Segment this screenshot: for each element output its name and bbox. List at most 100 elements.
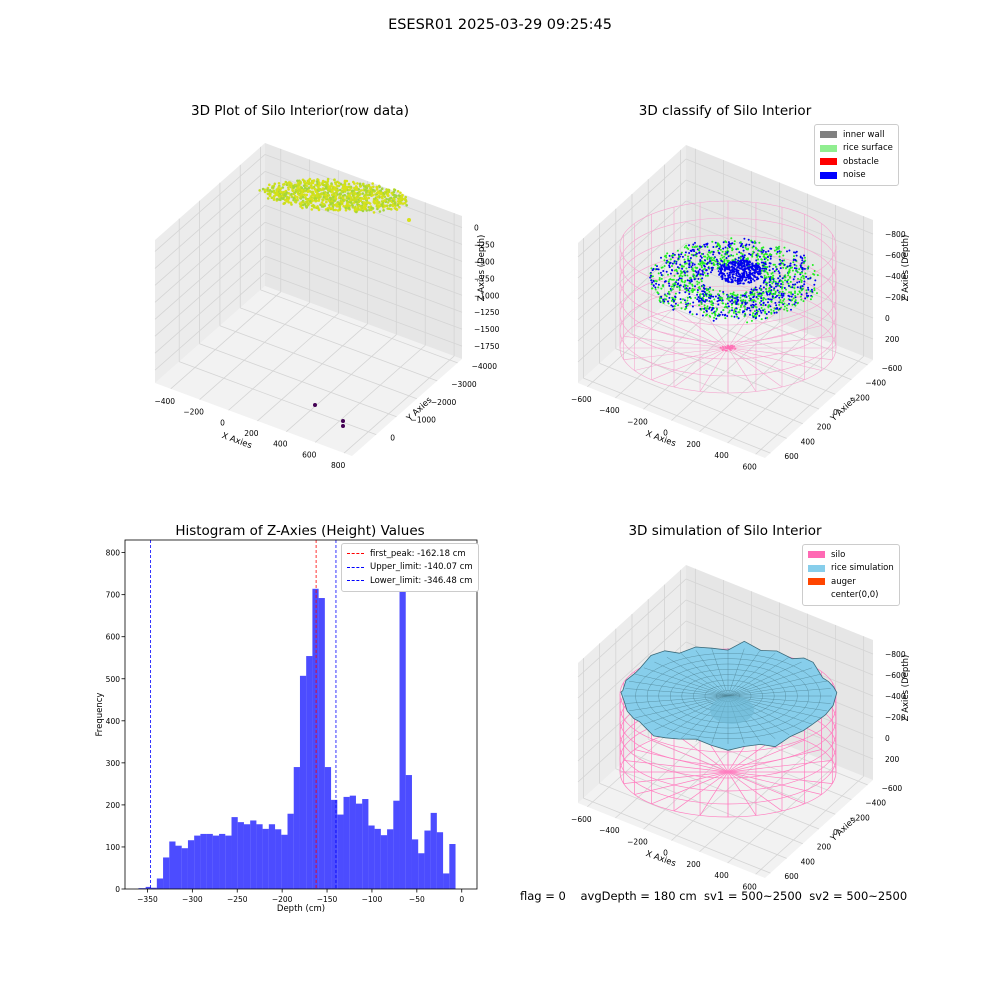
noise-point: [795, 267, 798, 270]
rice-surface-point: [768, 254, 771, 257]
legend-label: rice surface: [843, 143, 893, 154]
rice-point: [376, 190, 380, 194]
noise-point: [762, 264, 764, 267]
histogram-legend: first_peak: -162.18 cm Upper_limit: -140.…: [341, 543, 479, 592]
rice-point: [393, 207, 397, 210]
legend-swatch: [820, 131, 837, 139]
rice-surface-point: [721, 250, 724, 253]
noise-point: [754, 313, 757, 315]
noise-point: [765, 313, 768, 315]
noise-point: [678, 291, 681, 294]
rice-point: [276, 188, 279, 191]
noise-point: [740, 264, 743, 267]
noise-point: [801, 266, 804, 269]
classify-3d-plot: −600−400−20002004006006004002000−200−400…: [571, 145, 911, 471]
rice-point: [292, 192, 296, 196]
rice-surface-point: [792, 261, 795, 264]
legend-label: first_peak: -162.18 cm: [370, 548, 466, 559]
rice-surface-point: [752, 312, 755, 315]
rice-surface-point: [690, 261, 693, 264]
noise-point: [749, 313, 751, 316]
rice-point: [330, 184, 333, 188]
noise-point: [732, 266, 735, 269]
noise-point: [701, 314, 704, 317]
rice-surface-point: [717, 243, 720, 246]
noise-point: [728, 242, 731, 245]
z-gridline: [264, 221, 463, 296]
noise-point: [650, 279, 653, 282]
rice-surface-point: [816, 292, 818, 295]
mesh-spoke: [727, 656, 790, 697]
noise-point: [697, 277, 700, 280]
z-gridline: [685, 599, 874, 676]
silo-wall-spoke: [699, 771, 729, 816]
noise-point: [738, 273, 741, 276]
rice-surface-point: [744, 312, 747, 315]
rice-surface-point: [649, 272, 652, 275]
histogram-bar: [337, 814, 344, 889]
rice-point: [349, 192, 352, 195]
noise-point: [656, 265, 658, 268]
noise-point: [691, 305, 694, 308]
noise-point: [721, 313, 724, 316]
rice-point: [405, 204, 409, 207]
rice-surface-point: [732, 291, 735, 294]
rice-surface-point: [766, 271, 769, 274]
rice-surface-point: [731, 306, 734, 309]
figure-title: ESESR01 2025-03-29 09:25:45: [388, 17, 612, 33]
noise-point: [743, 262, 746, 265]
rice-surface-point: [800, 289, 803, 292]
rice-point: [321, 179, 325, 183]
z-gridline: [154, 205, 266, 303]
noise-point: [751, 267, 753, 270]
noise-point: [733, 315, 736, 318]
noise-point: [726, 278, 729, 280]
rice-surface-point: [665, 256, 668, 259]
rice-point: [343, 193, 347, 197]
noise-point: [739, 279, 742, 282]
rice-surface-point: [726, 259, 729, 262]
rice-surface-point: [736, 247, 739, 250]
rice-point: [392, 197, 395, 201]
rice-surface-point: [783, 246, 786, 249]
noise-point: [777, 277, 780, 280]
noise-point: [743, 237, 746, 240]
rice-point: [330, 193, 334, 197]
rice-surface-point: [685, 267, 688, 270]
rice-point: [330, 182, 333, 185]
rice-surface-point: [722, 292, 725, 295]
rice-point: [390, 208, 393, 211]
noise-point: [711, 269, 714, 272]
rice-point: [353, 208, 357, 212]
legend-entry: auger: [808, 575, 894, 589]
rice-surface-point: [703, 304, 706, 307]
z-gridline: [154, 272, 266, 371]
rice-point: [261, 187, 265, 191]
x-tick-label: −400: [154, 397, 175, 406]
rice-surface-point: [727, 294, 730, 297]
rice-surface-point: [793, 286, 796, 289]
rice-point: [326, 191, 330, 195]
rice-surface-point: [716, 308, 718, 311]
rice-surface-point: [772, 274, 775, 277]
noise-point: [764, 262, 767, 265]
center-point: [723, 348, 725, 351]
noise-point: [695, 313, 698, 316]
rice-surface-point: [773, 249, 776, 252]
noise-point: [663, 280, 666, 283]
noise-point: [692, 243, 695, 246]
noise-point: [720, 311, 723, 314]
rice-surface-point: [739, 241, 742, 244]
rice-surface-point: [685, 307, 688, 310]
rice-surface-point: [755, 315, 758, 318]
noise-point: [652, 284, 655, 287]
rice-surface-point: [696, 283, 699, 286]
rice-surface-point: [683, 274, 686, 277]
stray-point: [407, 218, 411, 222]
rice-surface-point: [667, 280, 670, 283]
rice-surface-point: [783, 259, 786, 262]
back-left-pane: [155, 143, 265, 383]
noise-point: [728, 265, 730, 268]
rice-surface-point: [757, 294, 760, 297]
rice-surface-point: [696, 266, 699, 269]
